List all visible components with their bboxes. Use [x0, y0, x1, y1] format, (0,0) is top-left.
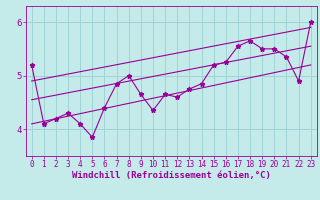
X-axis label: Windchill (Refroidissement éolien,°C): Windchill (Refroidissement éolien,°C): [72, 171, 271, 180]
